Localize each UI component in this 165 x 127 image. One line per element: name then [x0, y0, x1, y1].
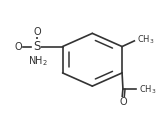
Text: S: S	[33, 40, 41, 53]
Text: NH$_2$: NH$_2$	[28, 54, 48, 68]
Text: CH$_3$: CH$_3$	[137, 33, 154, 46]
Text: O: O	[33, 27, 41, 37]
Text: O: O	[119, 97, 127, 107]
Text: O: O	[15, 42, 22, 52]
Text: CH$_3$: CH$_3$	[139, 83, 157, 96]
